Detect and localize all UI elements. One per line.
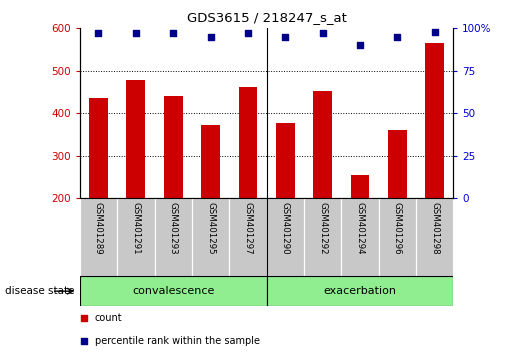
Text: GSM401291: GSM401291 — [131, 202, 140, 255]
Bar — [117, 198, 154, 276]
Bar — [201, 125, 220, 198]
Text: convalescence: convalescence — [132, 286, 214, 296]
Point — [393, 34, 401, 40]
Point — [431, 29, 439, 35]
Text: disease state: disease state — [5, 286, 75, 296]
Bar — [154, 198, 192, 276]
Bar — [229, 198, 267, 276]
Point — [169, 30, 177, 36]
Text: exacerbation: exacerbation — [323, 286, 397, 296]
Text: GSM401289: GSM401289 — [94, 202, 103, 255]
Point — [94, 30, 102, 36]
Text: count: count — [95, 313, 123, 323]
Text: GSM401294: GSM401294 — [355, 202, 364, 255]
Point — [244, 30, 252, 36]
Point — [79, 338, 88, 343]
Point — [79, 315, 88, 321]
Point — [318, 30, 327, 36]
Text: GSM401298: GSM401298 — [430, 202, 439, 255]
Point — [356, 42, 364, 48]
Point — [132, 30, 140, 36]
Bar — [388, 130, 406, 198]
Point — [207, 34, 215, 40]
Bar — [164, 96, 182, 198]
Bar — [351, 175, 369, 198]
Bar — [313, 91, 332, 198]
Bar — [416, 198, 453, 276]
Bar — [425, 43, 444, 198]
Bar — [89, 98, 108, 198]
Point — [281, 34, 289, 40]
Bar — [238, 87, 257, 198]
Text: GSM401297: GSM401297 — [244, 202, 252, 255]
Text: GSM401296: GSM401296 — [393, 202, 402, 255]
Bar — [80, 276, 267, 306]
Bar — [80, 198, 117, 276]
Bar — [341, 198, 379, 276]
Bar — [267, 276, 453, 306]
Bar — [267, 198, 304, 276]
Text: percentile rank within the sample: percentile rank within the sample — [95, 336, 260, 346]
Bar — [127, 80, 145, 198]
Text: GSM401295: GSM401295 — [206, 202, 215, 255]
Bar — [192, 198, 229, 276]
Text: GSM401293: GSM401293 — [169, 202, 178, 255]
Title: GDS3615 / 218247_s_at: GDS3615 / 218247_s_at — [186, 11, 347, 24]
Text: GSM401292: GSM401292 — [318, 202, 327, 255]
Bar — [276, 122, 295, 198]
Bar — [304, 198, 341, 276]
Bar — [379, 198, 416, 276]
Text: GSM401290: GSM401290 — [281, 202, 289, 255]
